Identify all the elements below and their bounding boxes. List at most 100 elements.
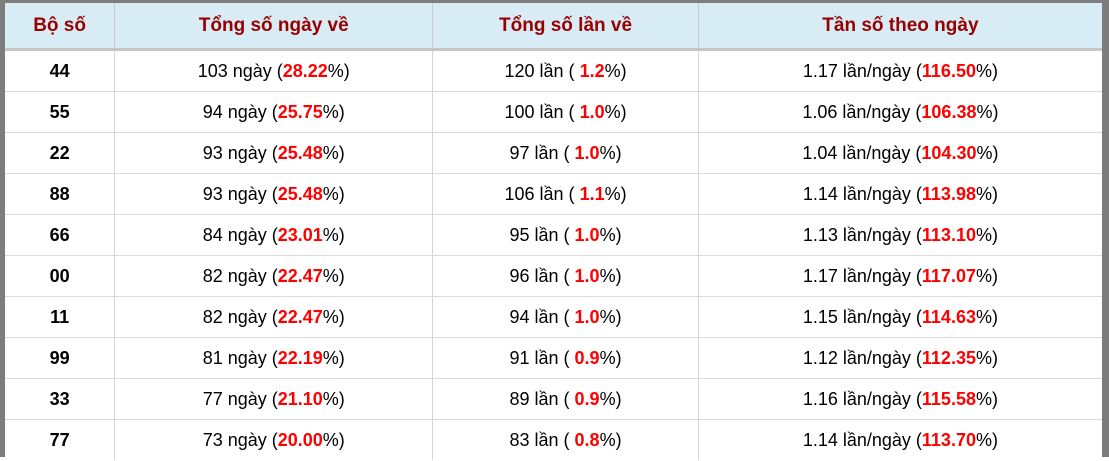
freq-cell: 1.16 lần/ngày (115.58%) bbox=[698, 378, 1102, 420]
number-set-cell: 55 bbox=[5, 91, 116, 133]
days-cell-percent: 28.22 bbox=[282, 60, 328, 81]
days-cell-suffix: %) bbox=[322, 306, 345, 327]
times-cell-suffix: %) bbox=[604, 60, 627, 81]
table-row: 11 82 ngày (22.47%) 94 lần ( 1.0%) 1.15 lần… bbox=[5, 296, 1102, 338]
freq-cell: 1.14 lần/ngày (113.98%) bbox=[698, 173, 1102, 215]
times-cell-percent: 1.0 bbox=[579, 101, 605, 122]
times-cell-text: 100 lần ( bbox=[504, 101, 580, 122]
days-cell-text: 77 ngày ( bbox=[202, 388, 278, 409]
days-cell: 94 ngày (25.75%) bbox=[114, 91, 434, 133]
days-cell-percent: 25.48 bbox=[277, 183, 323, 204]
times-cell-percent: 1.0 bbox=[574, 224, 600, 245]
days-cell-percent: 22.47 bbox=[277, 306, 323, 327]
days-cell-text: 81 ngày ( bbox=[202, 347, 278, 368]
freq-cell-suffix: %) bbox=[975, 306, 998, 327]
freq-cell-suffix: %) bbox=[975, 388, 998, 409]
days-cell-suffix: %) bbox=[322, 429, 345, 450]
freq-cell-suffix: %) bbox=[976, 142, 999, 163]
days-cell: 81 ngày (22.19%) bbox=[114, 337, 434, 379]
table-body: 44 103 ngày (28.22%) 120 lần ( 1.2%) 1.17 l… bbox=[5, 49, 1102, 460]
freq-cell-percent: 117.07 bbox=[921, 265, 976, 286]
table-row: 33 77 ngày (21.10%) 89 lần ( 0.9%) 1.16 lần… bbox=[5, 378, 1102, 420]
days-cell: 103 ngày (28.22%) bbox=[114, 49, 434, 92]
times-cell: 94 lần ( 1.0%) bbox=[432, 296, 699, 338]
freq-cell-percent: 115.58 bbox=[921, 388, 976, 409]
times-cell-suffix: %) bbox=[599, 347, 622, 368]
days-cell-suffix: %) bbox=[322, 388, 345, 409]
days-cell-percent: 21.10 bbox=[277, 388, 323, 409]
days-cell-text: 82 ngày ( bbox=[202, 306, 278, 327]
days-cell: 82 ngày (22.47%) bbox=[114, 296, 434, 338]
freq-cell: 1.14 lần/ngày (113.70%) bbox=[698, 419, 1102, 460]
times-cell-percent: 1.0 bbox=[574, 306, 600, 327]
days-cell-suffix: %) bbox=[327, 60, 350, 81]
header-days: Tổng số ngày về bbox=[114, 3, 434, 51]
freq-cell-suffix: %) bbox=[975, 429, 998, 450]
table-row: 66 84 ngày (23.01%) 95 lần ( 1.0%) 1.13 lần… bbox=[5, 214, 1102, 256]
number-set-cell: 00 bbox=[5, 255, 116, 297]
times-cell-percent: 1.0 bbox=[574, 265, 600, 286]
times-cell-text: 120 lần ( bbox=[504, 60, 580, 81]
table-row: 00 82 ngày (22.47%) 96 lần ( 1.0%) 1.17 lần… bbox=[5, 255, 1102, 297]
times-cell: 120 lần ( 1.2%) bbox=[432, 49, 699, 92]
times-cell: 96 lần ( 1.0%) bbox=[432, 255, 699, 297]
times-cell-text: 95 lần ( bbox=[509, 224, 575, 245]
table-header: Bộ số Tổng số ngày về Tổng số lần về Tần… bbox=[5, 3, 1102, 51]
times-cell-suffix: %) bbox=[599, 429, 622, 450]
freq-cell-suffix: %) bbox=[975, 347, 998, 368]
days-cell: 77 ngày (21.10%) bbox=[114, 378, 434, 420]
freq-cell-percent: 113.98 bbox=[921, 183, 976, 204]
times-cell-percent: 0.9 bbox=[574, 347, 600, 368]
days-cell-text: 93 ngày ( bbox=[202, 142, 278, 163]
table-row: 77 73 ngày (20.00%) 83 lần ( 0.8%) 1.14 lần… bbox=[5, 419, 1102, 460]
freq-cell-text: 1.13 lần/ngày ( bbox=[802, 224, 922, 245]
number-set-cell: 88 bbox=[5, 173, 116, 215]
times-cell: 106 lần ( 1.1%) bbox=[432, 173, 699, 215]
freq-cell-percent: 106.38 bbox=[921, 101, 977, 122]
times-cell-percent: 1.1 bbox=[579, 183, 605, 204]
days-cell-suffix: %) bbox=[322, 101, 345, 122]
days-cell: 93 ngày (25.48%) bbox=[114, 132, 434, 174]
freq-cell-text: 1.14 lần/ngày ( bbox=[802, 429, 922, 450]
freq-cell: 1.12 lần/ngày (112.35%) bbox=[698, 337, 1102, 379]
times-cell-suffix: %) bbox=[599, 388, 622, 409]
header-freq: Tần số theo ngày bbox=[698, 3, 1102, 51]
times-cell-suffix: %) bbox=[604, 101, 627, 122]
days-cell-text: 93 ngày ( bbox=[202, 183, 278, 204]
freq-cell-text: 1.17 lần/ngày ( bbox=[802, 265, 922, 286]
freq-cell-suffix: %) bbox=[975, 60, 998, 81]
times-cell: 100 lần ( 1.0%) bbox=[432, 91, 699, 133]
freq-cell-text: 1.14 lần/ngày ( bbox=[802, 183, 922, 204]
table-row: 22 93 ngày (25.48%) 97 lần ( 1.0%) 1.04 lần… bbox=[5, 132, 1102, 174]
lottery-stats-table: Bộ số Tổng số ngày về Tổng số lần về Tần… bbox=[5, 3, 1102, 460]
days-cell-percent: 25.48 bbox=[277, 142, 323, 163]
freq-cell-text: 1.06 lần/ngày ( bbox=[802, 101, 922, 122]
times-cell-text: 96 lần ( bbox=[509, 265, 575, 286]
freq-cell: 1.17 lần/ngày (117.07%) bbox=[698, 255, 1102, 297]
times-cell-suffix: %) bbox=[604, 183, 627, 204]
freq-cell-percent: 112.35 bbox=[921, 347, 976, 368]
times-cell-suffix: %) bbox=[599, 306, 622, 327]
freq-cell: 1.04 lần/ngày (104.30%) bbox=[698, 132, 1102, 174]
times-cell: 95 lần ( 1.0%) bbox=[432, 214, 699, 256]
number-set-cell: 77 bbox=[5, 419, 116, 460]
times-cell-percent: 0.8 bbox=[574, 429, 600, 450]
days-cell-text: 94 ngày ( bbox=[202, 101, 278, 122]
times-cell-suffix: %) bbox=[599, 142, 622, 163]
freq-cell-percent: 116.50 bbox=[921, 60, 976, 81]
number-set-cell: 44 bbox=[5, 49, 116, 92]
times-cell: 89 lần ( 0.9%) bbox=[432, 378, 699, 420]
freq-cell-text: 1.17 lần/ngày ( bbox=[802, 60, 922, 81]
days-cell-suffix: %) bbox=[322, 224, 345, 245]
days-cell-suffix: %) bbox=[322, 347, 345, 368]
number-set-cell: 22 bbox=[5, 132, 116, 174]
times-cell-text: 83 lần ( bbox=[509, 429, 575, 450]
freq-cell-suffix: %) bbox=[976, 101, 999, 122]
days-cell: 84 ngày (23.01%) bbox=[114, 214, 434, 256]
times-cell-text: 94 lần ( bbox=[509, 306, 575, 327]
days-cell-percent: 22.19 bbox=[277, 347, 323, 368]
freq-cell-text: 1.12 lần/ngày ( bbox=[802, 347, 922, 368]
freq-cell: 1.13 lần/ngày (113.10%) bbox=[698, 214, 1102, 256]
header-boso: Bộ số bbox=[5, 3, 116, 51]
